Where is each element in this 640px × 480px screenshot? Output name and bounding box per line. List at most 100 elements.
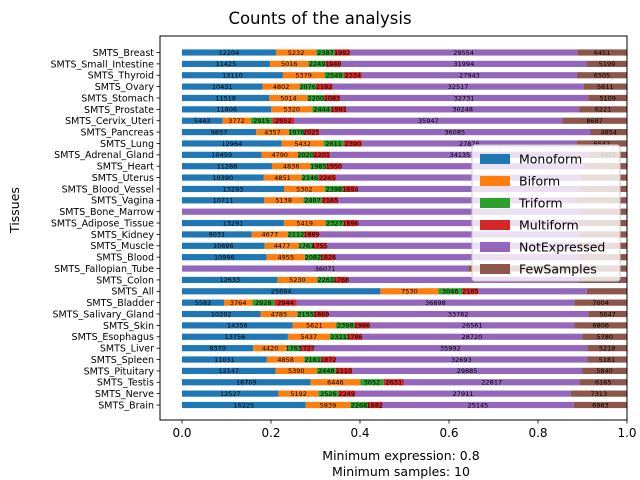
category-label: SMTS_Fallopian_Tube [54, 264, 154, 275]
bar-segment-biform [264, 197, 304, 204]
category-label: SMTS_Breast [93, 48, 155, 59]
bar-segment-multiform [335, 367, 353, 374]
segment-value-label: 4858 [277, 356, 294, 364]
segment-value-label: 2915 [253, 117, 270, 125]
bar-segment-notexpressed [352, 367, 583, 374]
segment-value-label: 4802 [273, 83, 290, 91]
segment-value-label: 13110 [222, 72, 243, 80]
bar-segment-triform [335, 322, 355, 329]
segment-value-label: 13756 [225, 333, 246, 341]
bar-segment-multiform [347, 333, 362, 340]
legend-label-triform: Triform [518, 196, 563, 211]
segment-value-label: 5780 [596, 333, 613, 341]
segment-value-label: 5181 [599, 356, 616, 364]
category-label: SMTS_Testis [97, 378, 154, 389]
bar-segment-fewsamples [587, 345, 627, 352]
bar-segment-biform [287, 333, 330, 340]
bar-segment-biform [251, 231, 288, 238]
bar-segment-fewsamples [574, 299, 627, 306]
segment-value-label: 5047 [599, 310, 616, 318]
segment-value-label: 33762 [448, 310, 469, 318]
bar-segment-monoform [182, 390, 279, 397]
category-label: SMTS_Vagina [91, 196, 154, 207]
category-label: SMTS_Brain [98, 400, 154, 411]
bar-segment-monoform [182, 356, 267, 363]
segment-value-label: 5432 [294, 140, 311, 148]
bar-segment-monoform [182, 322, 293, 329]
segment-value-label: 2181 [304, 356, 321, 364]
segment-value-label: 4785 [271, 310, 288, 318]
segment-value-label: 1755 [311, 242, 328, 250]
legend-swatch-triform [480, 198, 510, 208]
segment-value-label: 6451 [594, 49, 611, 57]
bar-segment-fewsamples [583, 83, 627, 90]
bar-segment-multiform [343, 219, 358, 227]
bar-segment-fewsamples [570, 390, 627, 397]
segment-value-label: 1981 [330, 106, 347, 114]
category-labels-layer: SMTS_BreastSMTS_Small_IntestineSMTS_Thyr… [50, 48, 160, 411]
bar-segment-fewsamples [579, 106, 627, 113]
bar-segment-multiform [331, 106, 347, 113]
segment-value-label: 30248 [452, 106, 473, 114]
segment-value-label: 2444 [313, 106, 330, 114]
bar-segment-biform [253, 345, 287, 352]
y-axis-label: Tissues [7, 187, 22, 234]
x-tick-label: 0.0 [172, 426, 191, 440]
bar-segment-biform [264, 242, 300, 249]
bar-segment-monoform [182, 174, 264, 181]
bar-segment-notexpressed [346, 106, 580, 113]
segment-value-label: 28720 [462, 333, 483, 341]
bar-segment-biform [261, 151, 299, 158]
segment-value-label: 3052 [364, 379, 381, 387]
segment-value-label: 4851 [274, 174, 291, 182]
bar-segment-multiform [303, 129, 320, 136]
bar-segment-monoform [182, 83, 263, 90]
x-axis-label-line-1: Minimum expression: 0.8 [322, 448, 479, 463]
category-label: SMTS_Blood [96, 253, 154, 264]
segment-value-label: 7530 [401, 288, 418, 296]
segment-value-label: 1796 [346, 333, 363, 341]
segment-value-label: 2110 [336, 367, 353, 375]
bar-segment-notexpressed [330, 151, 590, 158]
bar-segment-notexpressed [349, 49, 578, 56]
bar-segment-fewsamples [579, 379, 627, 386]
segment-value-label: 10996 [214, 253, 235, 261]
legend-label-fewsamples: FewSamples [519, 262, 597, 277]
segment-value-label: 2398 [326, 185, 343, 193]
segment-value-label: 2928 [255, 299, 272, 307]
category-label: SMTS_Pituitary [84, 366, 155, 377]
segment-value-label: 5232 [288, 49, 305, 57]
legend-label-biform: Biform [519, 174, 560, 189]
segment-value-label: 27943 [459, 72, 480, 80]
bar-segment-notexpressed [182, 265, 469, 272]
segment-value-label: 7004 [592, 299, 609, 307]
bar-segment-biform [275, 367, 317, 374]
category-label: SMTS_Small_Intestine [50, 59, 154, 70]
segment-value-label: 5302 [296, 185, 313, 193]
bar-segment-monoform [182, 72, 283, 79]
bar-segment-monoform [182, 333, 288, 340]
segment-value-label: 1889 [303, 231, 320, 239]
segment-value-label: 1976 [288, 128, 305, 136]
bar-segment-monoform [182, 401, 306, 409]
bar-segment-triform [298, 151, 314, 158]
bar-segment-notexpressed [318, 231, 580, 238]
segment-value-label: 22817 [481, 379, 502, 387]
segment-value-label: 6806 [592, 322, 609, 330]
segment-value-label: 31994 [454, 60, 475, 68]
bar-segment-monoform [182, 117, 223, 124]
segment-value-label: 2082 [305, 253, 322, 261]
bar-segment-monoform [182, 60, 270, 67]
category-label: SMTS_Bone_Marrow [59, 207, 154, 218]
bar-segment-triform [301, 174, 319, 181]
bar-segment-monoform [182, 242, 265, 249]
bar-segment-biform [269, 94, 308, 102]
bar-segment-fewsamples [576, 72, 627, 79]
legend-swatch-monoform [480, 154, 510, 164]
plot-frame [159, 35, 628, 421]
bar-segment-monoform [182, 94, 270, 102]
segment-value-label: 2249 [338, 390, 355, 398]
segment-value-label: 2611 [325, 140, 342, 148]
bar-segment-monoform [182, 197, 265, 204]
